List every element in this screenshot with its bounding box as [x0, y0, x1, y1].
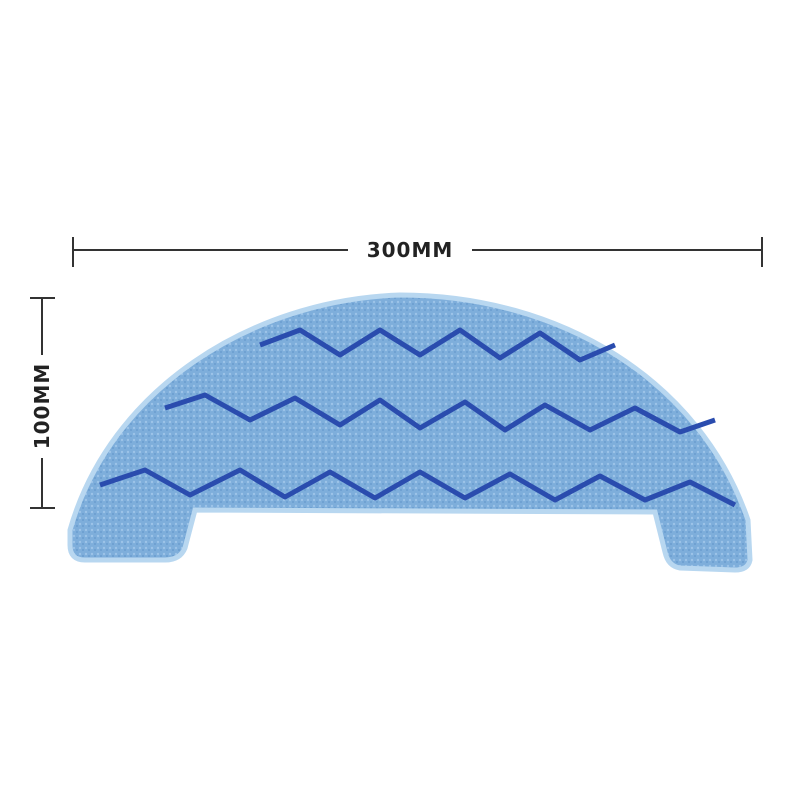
height-dimension — [30, 297, 55, 509]
width-label: 300MM — [367, 238, 454, 262]
stripe — [99, 467, 737, 508]
height-label: 100MM — [30, 363, 54, 450]
width-dimension — [72, 237, 763, 267]
mop-pad — [67, 292, 753, 573]
stripe — [164, 392, 716, 435]
zigzag-stripes — [99, 327, 737, 508]
stripe — [259, 327, 616, 363]
